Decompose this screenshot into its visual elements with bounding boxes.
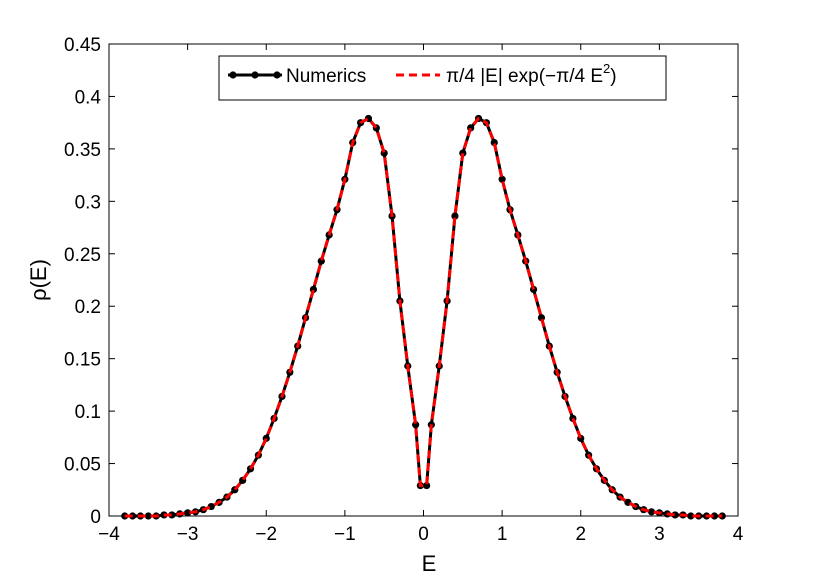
legend-numerics-marker: [273, 71, 281, 79]
numerics-data-point: [412, 421, 420, 429]
numerics-data-point: [498, 175, 506, 183]
x-tick-label: 0: [418, 524, 429, 545]
legend: Numerics π/4 |E| exp(−π/4 E2): [218, 55, 667, 101]
x-tick-label: 3: [654, 524, 665, 545]
x-tick-label: −4: [98, 524, 120, 545]
numerics-data-point: [144, 512, 152, 520]
x-axis-label: E: [422, 551, 437, 576]
legend-fit-label-sup: 2: [603, 61, 610, 76]
x-tick-label: −3: [177, 524, 199, 545]
numerics-data-point: [647, 508, 656, 516]
y-tick-label: 0.4: [75, 87, 102, 108]
numerics-data-point: [451, 212, 459, 220]
y-tick-label: 0.45: [64, 35, 101, 56]
y-tick-label: 0.15: [64, 350, 101, 371]
legend-numerics-label: Numerics: [286, 66, 366, 87]
x-tick-label: 1: [497, 524, 508, 545]
legend-box: [218, 55, 667, 101]
series-layer: [121, 114, 726, 520]
x-tick-label: 2: [575, 524, 586, 545]
axis-ticks: −4 −3 −2 −1 0 1 2 3 4 0 0.05 0.1 0.15 0.2 0.25 0.3 0.35 0…: [64, 35, 744, 545]
legend-numerics-marker: [229, 71, 237, 79]
y-tick-label: 0.25: [64, 245, 101, 266]
numerics-data-point: [168, 511, 176, 519]
y-tick-label: 0.05: [64, 455, 101, 476]
y-tick-label: 0.3: [75, 192, 101, 213]
numerics-data-point: [671, 511, 679, 519]
legend-fit-label-end: ): [610, 66, 616, 87]
numerics-data-point: [184, 509, 192, 517]
y-tick-label: 0.35: [64, 140, 101, 161]
x-tick-label: −1: [334, 524, 356, 545]
fit-series-line: [124, 116, 723, 518]
numerics-data-point: [710, 512, 719, 520]
x-tick-label: −2: [255, 524, 277, 545]
y-tick-label: 0: [90, 507, 101, 528]
plot-area-frame: [108, 43, 739, 517]
legend-fit-label-main: π/4 |E| exp(−π/4 E: [446, 66, 603, 87]
legend-fit-label: π/4 |E| exp(−π/4 E2): [446, 61, 617, 87]
numerics-data-point: [459, 149, 467, 157]
y-tick-label: 0.2: [75, 297, 101, 318]
x-tick-label: 4: [733, 524, 744, 545]
y-tick-label: 0.1: [75, 402, 101, 423]
numerics-data-point: [423, 481, 431, 490]
numerics-data-point: [687, 512, 695, 520]
legend-numerics-marker: [251, 71, 259, 79]
y-axis-label: ρ(E): [26, 259, 51, 301]
